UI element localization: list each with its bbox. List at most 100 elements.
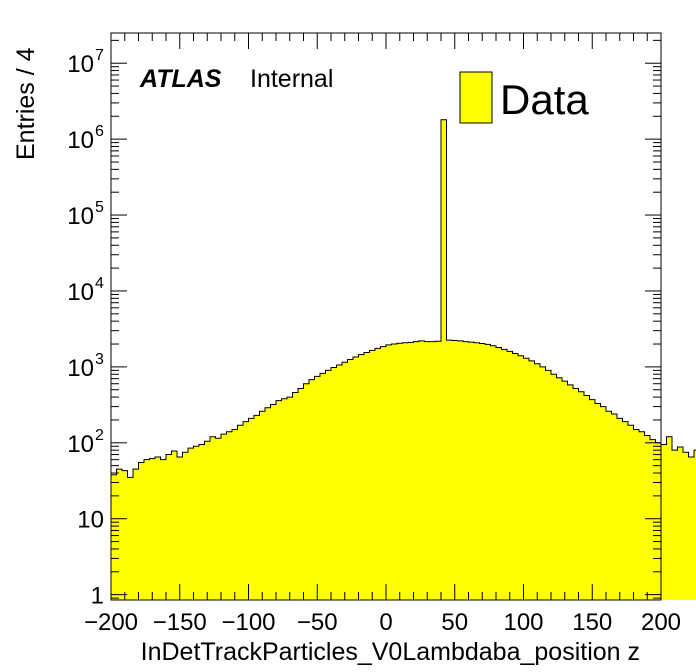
histogram-bar [248,418,255,600]
histogram-bar [265,407,271,600]
histogram-bar [397,343,403,600]
x-tick-label: 200 [641,609,681,636]
histogram-bar [419,340,425,600]
y-axis-label: Entries / 4 [12,47,40,160]
histogram-bar [254,415,260,600]
histogram-bar [479,343,486,600]
histogram-bar [490,345,497,600]
histogram-bar [683,452,689,600]
y-tick-label-exponent: 3 [95,351,104,368]
histogram-bar [193,446,200,600]
histogram-bar [133,469,139,600]
histogram-bar [204,441,211,600]
histogram-bar [226,431,233,600]
x-tick-label: 100 [503,609,543,636]
histogram-bar [358,354,365,600]
histogram-bar [666,436,673,600]
histogram-bar [633,429,640,600]
histogram-bar [375,348,381,600]
histogram-bar [166,454,172,600]
histogram-bar [160,459,167,600]
histogram-bar [540,366,546,600]
histogram-bar [138,462,145,600]
histogram-bar [507,351,513,600]
histogram-bar [182,452,189,600]
histogram-bar [463,341,469,600]
histogram-bar [523,358,530,600]
histogram-bar [622,421,629,600]
histogram-bar [391,344,398,600]
histogram-bar [199,444,205,600]
atlas-label: ATLAS Internal [139,65,333,93]
histogram-bar [485,344,491,600]
x-axis-label: InDetTrackParticles_V0Lambdaba_position … [141,638,640,666]
histogram-bar [122,470,128,600]
histogram-bar [221,434,227,600]
histogram-bar [298,388,304,600]
x-tick-label: −150 [153,609,207,636]
histogram-bar [309,379,315,600]
histogram-bar [127,477,134,600]
histogram-bar [688,457,695,600]
histogram-bar [303,383,310,600]
histogram-bar [270,404,277,600]
histogram-bar [644,435,651,600]
y-tick-label: 10 [67,431,94,458]
histogram-bar [672,450,678,600]
histogram-bar [518,355,524,600]
histogram-bar [177,457,183,600]
histogram-bars [111,119,696,600]
histogram-bar [408,342,414,600]
y-tick-label-exponent: 6 [95,123,104,140]
histogram-bar [677,447,684,600]
histogram-bar [584,395,590,600]
histogram-bar [639,431,645,600]
histogram-bar [655,442,662,600]
histogram-bar [545,370,552,600]
x-tick-label: −200 [84,609,138,636]
atlas-label-bold: ATLAS [139,65,222,93]
histogram-bar [314,376,321,600]
histogram-bar [188,448,194,600]
histogram-bar [424,341,431,600]
histogram-bar [661,444,667,600]
histogram-bar [573,388,579,600]
histogram-bar [562,381,568,600]
histogram-bar [468,342,475,600]
y-tick-label: 10 [77,507,104,534]
y-axis-ticks [111,39,661,599]
histogram-bar [336,364,343,600]
histogram-bar [402,342,409,600]
histogram-bar [600,406,607,600]
histogram-bar [111,474,117,600]
histogram-bar [556,377,563,600]
histogram-bar [694,450,696,600]
histogram-bar [551,374,557,600]
histogram-bar [353,356,359,600]
histogram-bar [292,392,299,600]
histogram-bar [237,425,244,600]
histogram-bar [446,340,453,600]
histogram-bar [155,457,161,600]
atlas-label-internal: Internal [250,65,333,93]
y-tick-label-exponent: 7 [95,47,104,64]
histogram-bar [617,418,623,600]
legend-swatch [459,71,493,124]
histogram-bar [474,342,480,600]
x-tick-label: −50 [297,609,338,636]
x-tick-label: 50 [441,609,468,636]
y-tick-label-exponent: 5 [95,199,104,216]
y-tick-label: 10 [67,203,94,230]
histogram-bar [342,362,348,600]
histogram-bar [441,119,447,600]
histogram-bar [325,370,332,600]
histogram-bar [512,353,519,600]
histogram-bar [567,384,574,600]
histogram-bar [171,451,178,600]
histogram-bar [430,341,436,600]
legend-entry-data: Data [500,76,589,123]
histogram-bar [116,469,123,600]
histogram-bar [595,403,601,600]
histogram-bar [589,399,596,600]
y-tick-label: 10 [67,51,94,78]
